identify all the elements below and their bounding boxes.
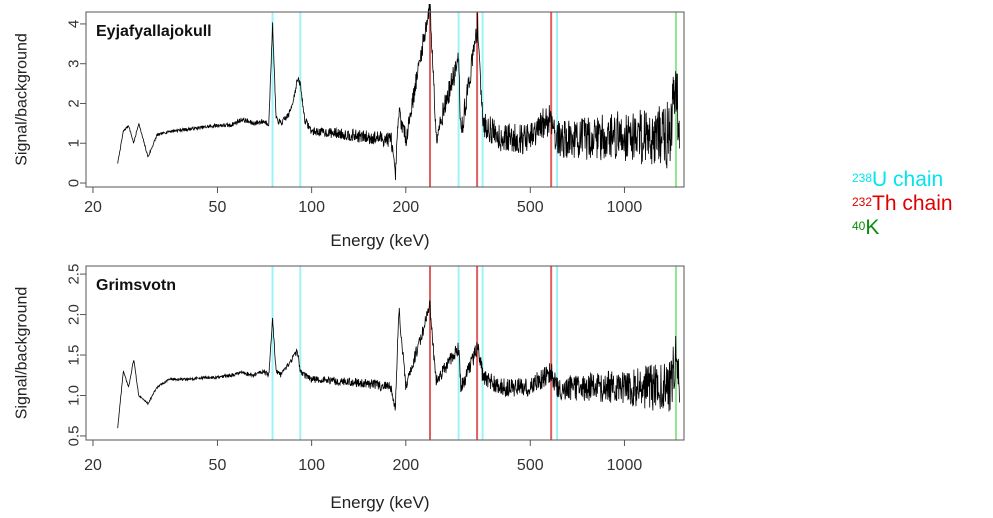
- x-tick-label: 200: [392, 457, 419, 474]
- x-tick-label: 50: [209, 199, 227, 216]
- y-tick-label: 1: [66, 139, 83, 147]
- legend-k40-label: K: [865, 216, 880, 239]
- y-tick-label: 1.5: [66, 345, 83, 366]
- y-axis-label: Signal/background: [14, 287, 31, 420]
- y-tick-label: 0: [66, 179, 83, 187]
- panel-label: Grimsvotn: [96, 277, 176, 294]
- panel-label: Eyjafyallajokull: [96, 23, 212, 40]
- x-tick-label: 200: [392, 199, 419, 216]
- y-axis-label: Signal/background: [14, 33, 31, 166]
- y-tick-label: 2.5: [66, 264, 83, 285]
- y-tick-label: 2: [66, 99, 83, 107]
- chart-panel-2: 20 50 100 200 500 1000 0.5 1.0 1.5 2.0 2.5 Energy (…: [14, 264, 685, 512]
- legend-th232-label: Th chain: [872, 192, 953, 215]
- y-tick-label: 4: [66, 20, 83, 28]
- y-tick-label: 1.0: [66, 385, 83, 406]
- x-tick-label: 100: [298, 199, 325, 216]
- legend: 238U chain 232Th chain 40K: [852, 168, 953, 240]
- x-tick-label: 500: [517, 457, 544, 474]
- x-tick-label: 1000: [607, 199, 643, 216]
- spectrum-line: [117, 4, 680, 181]
- legend-th232-superscript: 232: [852, 195, 873, 209]
- spectrum-line: [117, 300, 680, 429]
- y-tick-label: 2.0: [66, 304, 83, 325]
- plot-frame: [85, 11, 685, 188]
- x-tick-label: 20: [84, 199, 102, 216]
- x-tick-label: 1000: [607, 457, 643, 474]
- x-axis-label: Energy (keV): [330, 231, 429, 250]
- legend-item-u238: 238U chain: [852, 168, 953, 192]
- legend-u238-superscript: 238: [852, 171, 873, 185]
- x-axis-label: Energy (keV): [330, 493, 429, 512]
- x-tick-label: 20: [84, 457, 102, 474]
- x-tick-label: 50: [209, 457, 227, 474]
- chart-panel-1: 20 50 100 200 500 1000 0 1 2 3 4 Energy (keV) Signal…: [14, 4, 685, 250]
- legend-item-k40: 40K: [852, 216, 953, 240]
- legend-k40-superscript: 40: [852, 219, 866, 233]
- y-tick-label: 3: [66, 60, 83, 68]
- legend-item-th232: 232Th chain: [852, 192, 953, 216]
- legend-u238-label: U chain: [872, 168, 944, 191]
- y-tick-label: 0.5: [66, 426, 83, 447]
- plot-frame: [85, 265, 685, 441]
- x-tick-label: 500: [517, 199, 544, 216]
- x-tick-label: 100: [298, 457, 325, 474]
